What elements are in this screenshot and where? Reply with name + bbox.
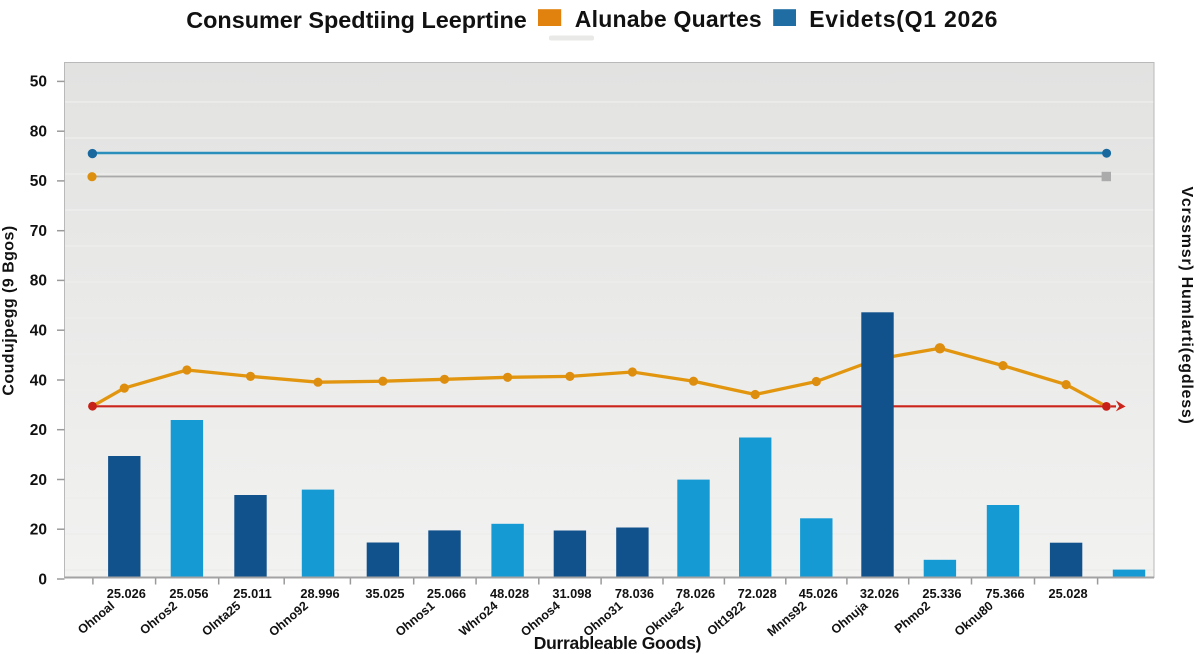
svg-text:Alunabe Quartes: Alunabe Quartes — [575, 6, 762, 32]
svg-text:35.025: 35.025 — [365, 586, 404, 601]
svg-text:28.996: 28.996 — [300, 586, 339, 601]
svg-text:40: 40 — [30, 372, 47, 389]
svg-text:50: 50 — [30, 74, 47, 91]
svg-text:Coudujpegg (9 Bgos): Coudujpegg (9 Bgos) — [1, 225, 18, 395]
svg-text:78.026: 78.026 — [676, 586, 715, 601]
svg-text:70: 70 — [30, 223, 47, 240]
svg-text:72.028: 72.028 — [738, 586, 777, 601]
svg-text:31.098: 31.098 — [552, 586, 591, 601]
svg-text:20: 20 — [30, 522, 47, 539]
svg-text:20: 20 — [30, 422, 47, 439]
svg-text:20: 20 — [30, 472, 47, 489]
svg-text:25.026: 25.026 — [107, 586, 146, 601]
svg-text:80: 80 — [30, 124, 47, 141]
svg-text:50: 50 — [30, 173, 47, 190]
svg-text:Durrableable Goods): Durrableable Goods) — [534, 633, 701, 653]
svg-text:Consumer Spedtiing Leeprtine: Consumer Spedtiing Leeprtine — [186, 7, 527, 33]
svg-text:75.366: 75.366 — [985, 586, 1024, 601]
svg-text:25.336: 25.336 — [922, 586, 961, 601]
svg-text:78.036: 78.036 — [615, 586, 654, 601]
svg-text:40: 40 — [30, 323, 47, 340]
svg-text:45.026: 45.026 — [799, 586, 838, 601]
svg-text:80: 80 — [30, 273, 47, 290]
svg-text:0: 0 — [38, 571, 47, 588]
svg-text:25.028: 25.028 — [1049, 586, 1088, 601]
svg-text:32.026: 32.026 — [860, 586, 899, 601]
svg-text:25.011: 25.011 — [233, 586, 271, 601]
svg-text:25.056: 25.056 — [169, 586, 208, 601]
svg-text:Vcrssmsr) Humlarti(egdless): Vcrssmsr) Humlarti(egdless) — [1178, 186, 1195, 424]
svg-text:48.028: 48.028 — [490, 586, 529, 601]
svg-text:Evidets(Q1 2026: Evidets(Q1 2026 — [809, 6, 998, 32]
svg-text:25.066: 25.066 — [427, 586, 466, 601]
